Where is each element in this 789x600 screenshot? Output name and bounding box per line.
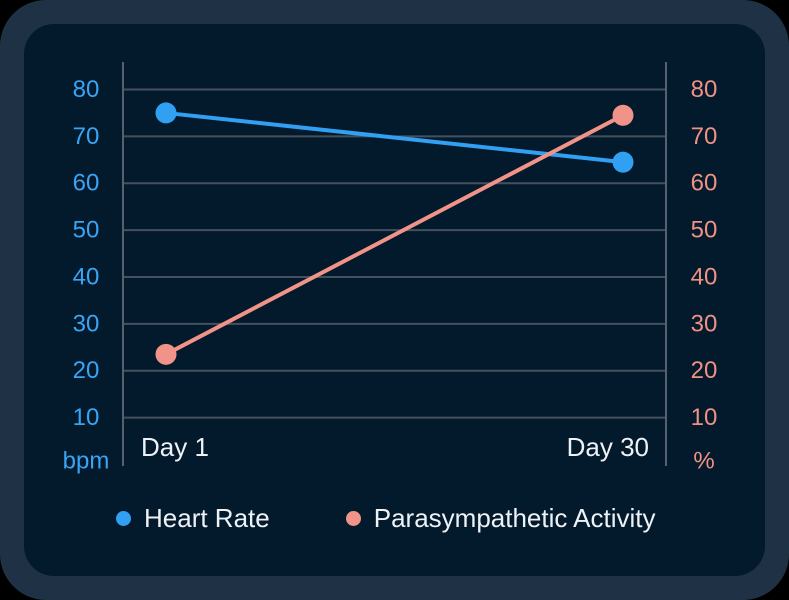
right-tick-label: 50 — [691, 217, 718, 244]
right-tick-label: 30 — [691, 310, 718, 337]
series-line — [164, 110, 625, 165]
data-point — [612, 104, 634, 126]
left-tick-label: 70 — [73, 123, 100, 150]
x-label-day30: Day 30 — [567, 432, 649, 462]
chart-panel — [24, 24, 765, 576]
parasympathetic-dot-icon — [345, 511, 361, 526]
right-tick-label: 10 — [691, 404, 718, 431]
right-axis-unit-label: % — [693, 448, 714, 475]
right-tick-label: 80 — [691, 76, 718, 103]
left-tick-label: 10 — [73, 404, 100, 431]
right-tick-label: 60 — [691, 170, 718, 197]
chart-legend: Heart Rate Parasympathetic Activity — [116, 503, 656, 534]
series-line — [164, 113, 625, 357]
left-tick-label: 80 — [73, 76, 100, 103]
legend-label-parasympathetic: Parasympathetic Activity — [373, 503, 656, 533]
data-point — [155, 102, 177, 124]
left-axis-unit-label: bpm — [63, 448, 110, 475]
legend-item-parasympathetic[interactable]: Parasympathetic Activity — [345, 503, 656, 534]
right-tick-label: 20 — [691, 357, 718, 384]
left-tick-label: 50 — [73, 217, 100, 244]
legend-item-heart-rate[interactable]: Heart Rate — [116, 503, 270, 534]
right-tick-label: 40 — [691, 263, 718, 290]
legend-label-heart-rate: Heart Rate — [144, 503, 270, 533]
data-point — [612, 151, 634, 173]
left-tick-label: 40 — [73, 263, 100, 290]
left-tick-label: 30 — [73, 310, 100, 337]
left-tick-label: 20 — [73, 357, 100, 384]
x-label-day1: Day 1 — [141, 432, 209, 462]
heart-rate-dot-icon — [116, 511, 131, 526]
right-tick-label: 70 — [691, 123, 718, 150]
data-point — [155, 343, 177, 365]
left-tick-label: 60 — [73, 170, 100, 197]
